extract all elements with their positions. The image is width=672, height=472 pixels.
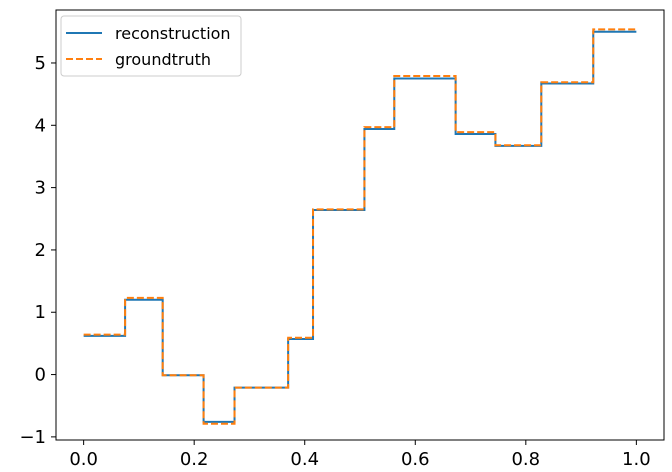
series-line-groundtruth xyxy=(83,28,637,425)
x-tick-label: 0.0 xyxy=(69,449,98,470)
y-tick-label: 1 xyxy=(35,302,46,323)
y-tick-label: 3 xyxy=(35,178,46,199)
x-tick-label: 0.2 xyxy=(180,449,209,470)
y-tick-label: −1 xyxy=(19,427,46,448)
y-tick-label: 5 xyxy=(35,53,46,74)
legend-label-groundtruth: groundtruth xyxy=(115,50,211,69)
y-tick-label: 4 xyxy=(35,115,46,136)
x-tick-label: 0.4 xyxy=(290,449,319,470)
plot-frame xyxy=(55,9,665,441)
legend: reconstruction groundtruth xyxy=(60,15,242,77)
y-tick-label: 2 xyxy=(35,240,46,261)
y-tick-label: 0 xyxy=(35,365,46,386)
x-tick-label: 0.6 xyxy=(401,449,430,470)
plot-area xyxy=(83,28,637,425)
x-tick-label: 0.8 xyxy=(511,449,540,470)
x-tick-label: 1.0 xyxy=(622,449,651,470)
legend-box xyxy=(60,15,242,77)
x-axis: 0.0 0.2 0.4 0.6 0.8 1.0 xyxy=(69,440,651,470)
y-axis: −1 0 1 2 3 4 5 xyxy=(19,53,56,448)
series-line-reconstruction xyxy=(83,30,637,423)
legend-label-reconstruction: reconstruction xyxy=(115,24,231,43)
